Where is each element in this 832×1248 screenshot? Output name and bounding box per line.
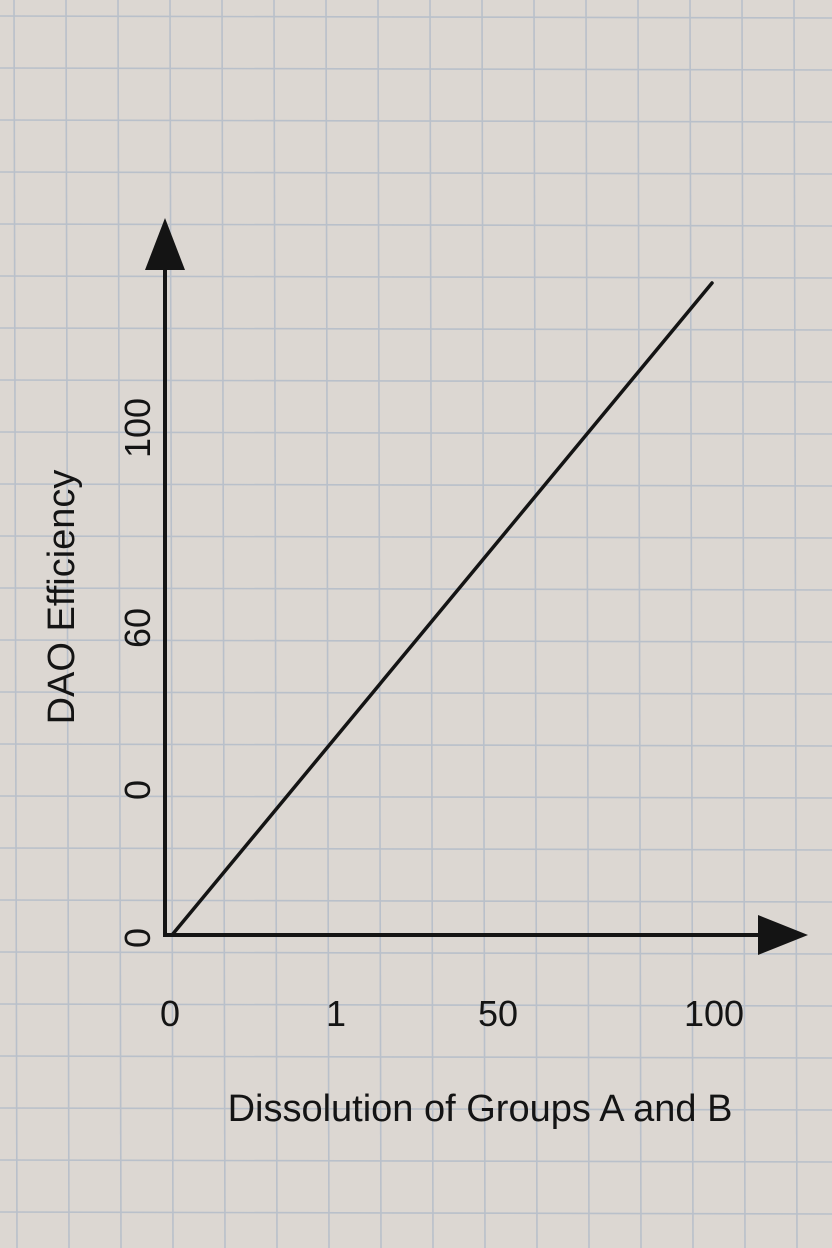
x-tick-label: 0: [160, 993, 180, 1034]
x-tick-label: 50: [478, 993, 518, 1034]
grid-line-vertical: [793, 0, 798, 1248]
y-axis-label: DAO Efficiency: [41, 470, 83, 725]
grid-line-horizontal: [0, 1211, 832, 1215]
grid-line-horizontal: [0, 327, 832, 331]
grid-line-horizontal: [0, 899, 832, 903]
grid-line-horizontal: [0, 1003, 832, 1007]
grid-line-vertical: [377, 0, 382, 1248]
grid-line-vertical: [13, 0, 18, 1248]
grid-line-horizontal: [0, 795, 832, 799]
grid-line-horizontal: [0, 275, 832, 279]
y-tick-label: 60: [117, 608, 158, 648]
grid-line-horizontal: [0, 691, 832, 695]
x-tick-label: 1: [326, 993, 346, 1034]
grid-line-horizontal: [0, 535, 832, 539]
grid-line-horizontal: [0, 15, 832, 19]
grid-line-horizontal: [0, 171, 832, 175]
grid-line-vertical: [689, 0, 694, 1248]
grid-line-vertical: [221, 0, 226, 1248]
grid-line-horizontal: [0, 431, 832, 435]
x-tick-labels: 0 1 50 100: [160, 993, 744, 1034]
x-axis-label: Dissolution of Groups A and B: [228, 1088, 733, 1130]
grid-line-horizontal: [0, 1055, 832, 1059]
grid-line-horizontal: [0, 119, 832, 123]
grid-line-horizontal: [0, 1159, 832, 1163]
grid-line-horizontal: [0, 587, 832, 591]
grid-line-vertical: [585, 0, 590, 1248]
grid-line-horizontal: [0, 847, 832, 851]
grid-line-horizontal: [0, 223, 832, 227]
y-tick-labels: 0 0 60 100: [117, 398, 158, 948]
grid-line-vertical: [481, 0, 486, 1248]
grid-line-horizontal: [0, 379, 832, 383]
grid-line-horizontal: [0, 743, 832, 747]
y-tick-label: 100: [117, 398, 158, 458]
grid-line-vertical: [117, 0, 122, 1248]
series-line: [170, 281, 714, 937]
grid-line-horizontal: [0, 1107, 832, 1111]
x-axis-arrow-icon: [758, 915, 808, 955]
grid-line-vertical: [741, 0, 746, 1248]
grid-line-horizontal: [0, 67, 832, 71]
grid-line-vertical: [273, 0, 278, 1248]
grid-line-vertical: [65, 0, 70, 1248]
grid-line-horizontal: [0, 483, 832, 487]
grid-line-horizontal: [0, 951, 832, 955]
grid-line-vertical: [169, 0, 174, 1248]
grid-line-vertical: [325, 0, 330, 1248]
grid-line-vertical: [533, 0, 538, 1248]
y-tick-label: 0: [117, 780, 158, 800]
y-axis-arrow-icon: [145, 218, 185, 270]
grid-line-vertical: [637, 0, 642, 1248]
y-tick-label: 0: [117, 928, 158, 948]
axes: [145, 218, 808, 955]
x-tick-label: 100: [684, 993, 744, 1034]
